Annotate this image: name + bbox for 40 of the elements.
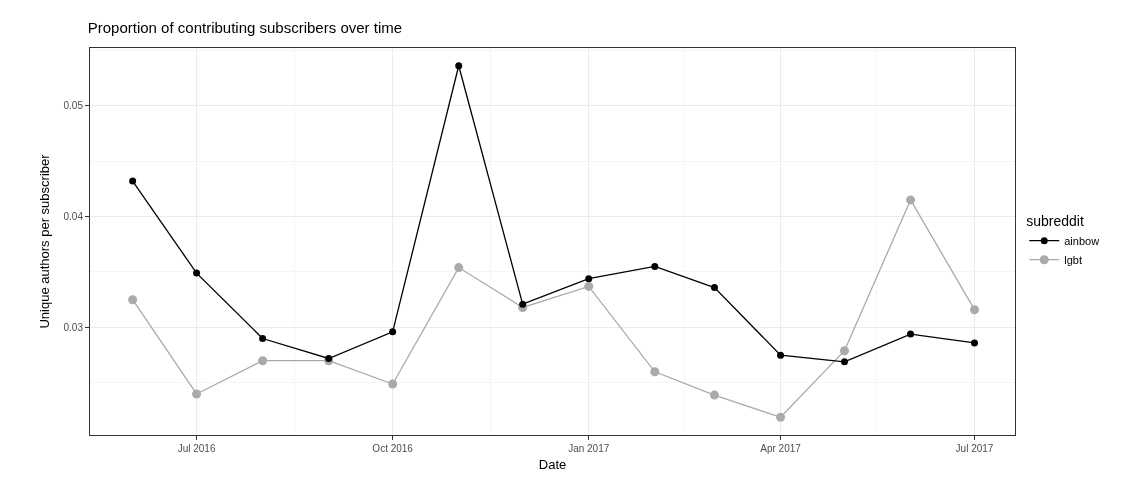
point — [455, 62, 463, 70]
point — [259, 335, 267, 343]
legend-label: lgbt — [1064, 253, 1082, 266]
x-axis-title: Date — [538, 456, 567, 472]
point — [258, 356, 268, 366]
x-tick-label: Oct 2016 — [372, 443, 414, 454]
point — [839, 346, 849, 356]
point — [906, 195, 916, 205]
x-tick-label: Apr 2017 — [760, 443, 802, 454]
point — [907, 330, 915, 338]
x-tick-label: Jan 2017 — [568, 443, 610, 454]
legend-title: subreddit — [1026, 213, 1084, 230]
point — [192, 389, 202, 399]
point — [129, 177, 137, 185]
point — [585, 275, 593, 283]
y-axis-title: Unique authors per subscriber — [37, 153, 53, 329]
point — [710, 284, 718, 292]
point — [389, 328, 397, 336]
point — [776, 412, 786, 422]
point — [970, 305, 979, 315]
point — [584, 281, 594, 291]
x-tick-label: Jul 2017 — [955, 443, 994, 454]
chart-title: Proportion of contributing subscribers over time — [87, 18, 403, 36]
point — [325, 354, 333, 362]
point — [777, 351, 785, 359]
legend-label: ainbow — [1064, 234, 1100, 247]
point — [971, 339, 978, 347]
y-tick-label: 0.04 — [63, 211, 84, 223]
point — [840, 358, 848, 366]
point — [388, 379, 398, 389]
point — [519, 300, 527, 308]
point — [193, 269, 201, 277]
y-tick-label: 0.03 — [63, 321, 84, 333]
point — [454, 263, 464, 273]
point — [709, 390, 719, 400]
point — [128, 295, 138, 305]
point — [650, 367, 660, 377]
x-tick-label: Jul 2016 — [177, 443, 216, 454]
y-tick-label: 0.05 — [63, 100, 84, 112]
point — [651, 262, 659, 270]
